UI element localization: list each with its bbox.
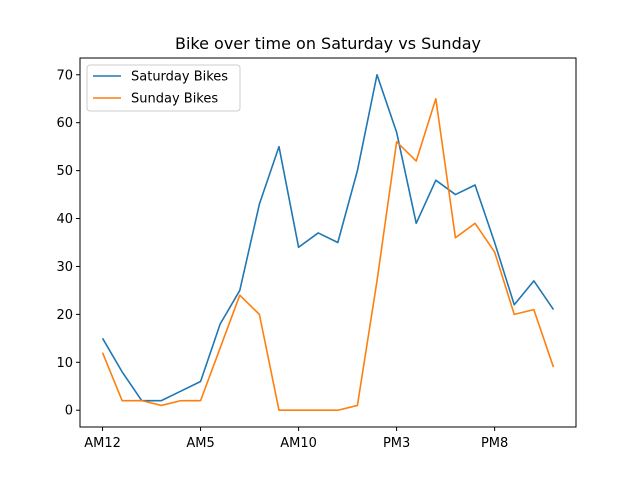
chart-title: Bike over time on Saturday vs Sunday: [175, 34, 481, 53]
y-tick-label: 30: [56, 260, 73, 275]
plot-area: 0 10 20 30 40 50 60 70 AM12 AM5 AM10 PM3 PM8: [56, 68, 555, 451]
x-tick-label: AM5: [186, 436, 214, 451]
x-tick-label: AM10: [280, 436, 317, 451]
y-tick-label: 40: [56, 212, 73, 227]
y-tick-label: 0: [65, 404, 73, 419]
legend: Saturday Bikes Sunday Bikes: [86, 64, 241, 112]
x-tick-label: PM8: [481, 436, 508, 451]
y-tick-label: 10: [56, 356, 73, 371]
legend-box: [86, 64, 241, 112]
series-line-saturday-bikes: [101, 73, 555, 402]
series-line-sunday-bikes: [101, 97, 555, 412]
y-tick-label: 70: [56, 68, 73, 83]
y-tick-label: 50: [56, 164, 73, 179]
legend-label: Sunday Bikes: [131, 92, 218, 107]
legend-label: Saturday Bikes: [131, 70, 228, 85]
axes-frame: [79, 57, 577, 428]
x-tick-label: PM3: [383, 436, 410, 451]
y-tick-label: 60: [56, 116, 73, 131]
x-tick-label: AM12: [84, 436, 121, 451]
y-tick-label: 20: [56, 308, 73, 323]
